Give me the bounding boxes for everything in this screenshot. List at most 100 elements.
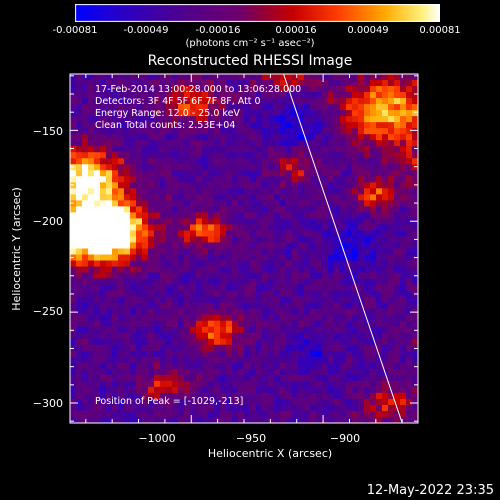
heatmap-cell: [388, 368, 395, 376]
heatmap-cell: [400, 98, 407, 105]
heatmap-cell: [142, 272, 149, 279]
heatmap-cell: [370, 356, 377, 364]
heatmap-cell: [172, 218, 179, 225]
heatmap-cell: [292, 362, 299, 370]
heatmap-cell: [154, 260, 161, 267]
heatmap-cell: [220, 74, 227, 81]
heatmap-cell: [280, 374, 287, 382]
heatmap-cell: [160, 410, 167, 418]
heatmap-cell: [142, 182, 149, 189]
heatmap-cell: [328, 398, 335, 406]
heatmap-cell: [388, 326, 395, 334]
heatmap-cell: [256, 326, 263, 334]
heatmap-cell: [262, 302, 269, 310]
heatmap-cell: [226, 338, 233, 346]
heatmap-cell: [112, 410, 119, 418]
heatmap-cell: [190, 242, 197, 249]
heatmap-cell: [220, 266, 227, 273]
heatmap-cell: [280, 98, 287, 105]
heatmap-cell: [124, 206, 131, 213]
heatmap-cell: [184, 134, 191, 141]
heatmap-cell: [208, 242, 215, 249]
heatmap-cell: [376, 230, 383, 237]
heatmap-cell: [376, 74, 383, 81]
heatmap-cell: [196, 248, 203, 255]
heatmap-cell: [88, 368, 95, 376]
heatmap-cell: [244, 188, 251, 195]
heatmap-cell: [364, 104, 371, 111]
heatmap-cell: [340, 260, 347, 267]
heatmap-cell: [352, 194, 359, 201]
heatmap-cell: [136, 170, 143, 177]
heatmap-cell: [148, 122, 155, 129]
heatmap-cell: [106, 128, 113, 135]
heatmap-cell: [382, 284, 389, 292]
heatmap-cell: [250, 314, 257, 322]
heatmap-cell: [76, 80, 83, 87]
heatmap-cell: [244, 344, 251, 352]
heatmap-cell: [334, 80, 341, 87]
heatmap-cell: [238, 140, 245, 147]
heatmap-cell: [154, 134, 161, 141]
heatmap-cell: [190, 374, 197, 382]
heatmap-cell: [136, 140, 143, 147]
heatmap-cell: [226, 98, 233, 105]
heatmap-cell: [184, 122, 191, 129]
heatmap-cell: [178, 152, 185, 159]
heatmap-cell: [322, 266, 329, 273]
heatmap-cell: [400, 374, 407, 382]
heatmap-cell: [388, 140, 395, 147]
heatmap-cell: [292, 248, 299, 255]
heatmap-cell: [244, 74, 251, 81]
heatmap-cell: [400, 128, 407, 135]
heatmap-cell: [382, 140, 389, 147]
heatmap-cell: [130, 260, 137, 267]
heatmap-cell: [394, 206, 401, 213]
heatmap-cell: [244, 308, 251, 316]
heatmap-cell: [142, 308, 149, 316]
heatmap-cell: [76, 344, 83, 352]
heatmap-cell: [310, 320, 317, 328]
heatmap-cell: [202, 392, 209, 400]
heatmap-cell: [394, 266, 401, 273]
heatmap-cell: [256, 86, 263, 93]
heatmap-cell: [406, 404, 413, 412]
heatmap-cell: [250, 104, 257, 111]
heatmap-cell: [340, 128, 347, 135]
heatmap-cell: [358, 92, 365, 99]
heatmap-cell: [340, 242, 347, 249]
heatmap-cell: [262, 248, 269, 255]
heatmap-cell: [130, 344, 137, 352]
heatmap-cell: [238, 110, 245, 117]
heatmap-cell: [178, 182, 185, 189]
heatmap-cell: [286, 260, 293, 267]
heatmap-cell: [208, 236, 215, 243]
heatmap-cell: [196, 344, 203, 352]
heatmap-cell: [322, 284, 329, 292]
heatmap-cell: [208, 212, 215, 219]
heatmap-cell: [190, 80, 197, 87]
heatmap-cell: [142, 260, 149, 267]
colorbar-tick: 0.00049: [347, 25, 389, 36]
heatmap-cell: [274, 320, 281, 328]
heatmap-cell: [172, 266, 179, 273]
heatmap-cell: [346, 104, 353, 111]
heatmap-cell: [280, 392, 287, 400]
heatmap-cell: [382, 344, 389, 352]
heatmap-cell: [94, 326, 101, 334]
heatmap-cell: [88, 194, 95, 201]
heatmap-cell: [88, 164, 95, 171]
heatmap-cell: [154, 164, 161, 171]
heatmap-cell: [160, 362, 167, 370]
heatmap-cell: [100, 338, 107, 346]
heatmap-cell: [262, 308, 269, 316]
heatmap-cell: [106, 242, 113, 249]
heatmap-cell: [268, 302, 275, 310]
heatmap-cell: [94, 290, 101, 298]
heatmap-cell: [232, 278, 239, 286]
detectors-text: Detectors: 3F 4F 5F 6F 7F 8F, Att 0: [95, 96, 261, 107]
heatmap-cell: [364, 308, 371, 316]
heatmap-cell: [412, 134, 419, 141]
heatmap-cell: [406, 164, 413, 171]
heatmap-cell: [136, 380, 143, 388]
